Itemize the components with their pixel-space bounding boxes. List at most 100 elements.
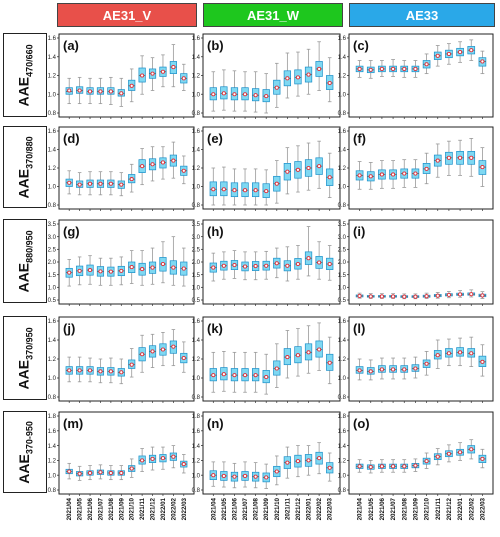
column-header-ae31-w: AE31_W — [203, 3, 343, 27]
y-tick-label: 1.0 — [192, 92, 201, 98]
mean-marker — [402, 464, 407, 469]
x-tick-label: 2021/04 — [66, 497, 73, 520]
y-tick-label: 2.5 — [338, 248, 347, 254]
mean-marker — [171, 65, 176, 70]
row-label-aae-370-880: AAE370/880 — [3, 126, 47, 208]
mean-marker — [446, 51, 451, 56]
mean-marker — [253, 188, 258, 193]
mean-marker — [171, 344, 176, 349]
mean-marker — [317, 66, 322, 71]
mean-marker — [232, 373, 237, 378]
y-tick-label: 1.2 — [192, 357, 201, 363]
y-tick-label: 1.2 — [192, 166, 201, 172]
mean-marker — [274, 366, 279, 371]
mean-marker — [160, 69, 166, 74]
column-header-ae33: AE33 — [349, 3, 495, 27]
mean-marker — [221, 263, 226, 268]
x-tick-label: 2021/07 — [97, 497, 104, 520]
mean-marker — [242, 373, 248, 378]
y-tick-label: 2.5 — [192, 248, 201, 254]
mean-marker — [150, 456, 155, 461]
y-tick-label: 1.4 — [48, 148, 57, 154]
x-tick-label: 2021/09 — [263, 497, 270, 520]
panel-label: (h) — [207, 224, 224, 239]
mean-marker — [327, 360, 332, 365]
mean-marker — [402, 367, 407, 372]
mean-marker — [77, 182, 82, 187]
mean-marker — [264, 475, 269, 480]
mean-marker — [253, 264, 258, 269]
mean-marker — [98, 369, 103, 374]
mean-marker — [469, 155, 474, 160]
mean-marker — [140, 267, 145, 272]
mean-marker — [221, 372, 226, 377]
mean-marker — [181, 266, 186, 271]
mean-marker — [458, 155, 463, 160]
y-tick-label: 1.6 — [192, 429, 201, 435]
panel-label: (e) — [207, 131, 223, 146]
y-tick-label: 1.6 — [48, 129, 57, 135]
x-tick-label: 2021/08 — [253, 497, 260, 520]
mean-marker — [140, 352, 145, 357]
panel-frame — [348, 316, 494, 402]
mean-marker — [435, 158, 440, 163]
mean-marker — [253, 474, 258, 479]
mean-marker — [285, 263, 290, 268]
y-tick-label: 1.4 — [48, 444, 57, 450]
y-tick-label: 2.0 — [338, 260, 347, 266]
x-tick-label: 2021/10 — [129, 497, 136, 520]
mean-marker — [285, 355, 290, 360]
mean-marker — [171, 265, 176, 270]
mean-marker — [232, 188, 237, 193]
y-tick-label: 1.5 — [192, 273, 201, 279]
row-label-aae-370-950-range: AAE370-950 — [3, 411, 47, 493]
mean-marker — [446, 451, 451, 456]
y-tick-label: 2.5 — [48, 248, 57, 254]
y-tick-label: 1.2 — [338, 166, 347, 172]
mean-marker — [274, 469, 279, 474]
mean-marker — [285, 169, 290, 174]
mean-marker — [424, 459, 429, 464]
mean-marker — [67, 368, 72, 373]
mean-marker — [402, 294, 407, 299]
y-tick-label: 3.0 — [338, 235, 347, 241]
mean-marker — [87, 181, 93, 186]
mean-marker — [368, 369, 373, 374]
panel-label: (k) — [207, 321, 223, 336]
mean-marker — [480, 165, 485, 170]
mean-marker — [160, 261, 166, 267]
mean-marker — [140, 164, 145, 169]
mean-marker — [150, 162, 155, 167]
mean-marker — [424, 166, 429, 171]
mean-marker — [391, 294, 396, 299]
panel-label: (i) — [353, 224, 365, 239]
mean-marker — [242, 473, 248, 478]
mean-marker — [391, 66, 396, 71]
mean-marker — [391, 172, 396, 177]
mean-marker — [469, 447, 474, 452]
mean-marker — [87, 89, 93, 94]
row-label-aae-880-950: AAE880/950 — [3, 219, 47, 303]
mean-marker — [108, 269, 113, 274]
mean-marker — [264, 374, 269, 380]
mean-marker — [446, 351, 451, 356]
mean-marker — [357, 66, 362, 71]
y-tick-label: 1.6 — [338, 429, 347, 435]
mean-marker — [435, 293, 440, 298]
y-tick-label: 1.4 — [48, 55, 57, 61]
mean-marker — [357, 173, 362, 178]
mean-marker — [368, 294, 373, 299]
mean-marker — [211, 265, 216, 270]
y-tick-label: 1.4 — [338, 444, 347, 450]
y-tick-label: 1.2 — [48, 357, 57, 363]
mean-marker — [295, 167, 301, 172]
mean-marker — [67, 88, 72, 93]
mean-marker — [181, 462, 186, 467]
mean-marker — [67, 270, 72, 275]
y-tick-label: 1.6 — [192, 129, 201, 135]
mean-marker — [221, 91, 226, 96]
mean-marker — [446, 292, 451, 297]
y-tick-label: 1.0 — [192, 185, 201, 191]
y-tick-label: 1.8 — [338, 414, 347, 420]
mean-marker — [253, 93, 258, 98]
